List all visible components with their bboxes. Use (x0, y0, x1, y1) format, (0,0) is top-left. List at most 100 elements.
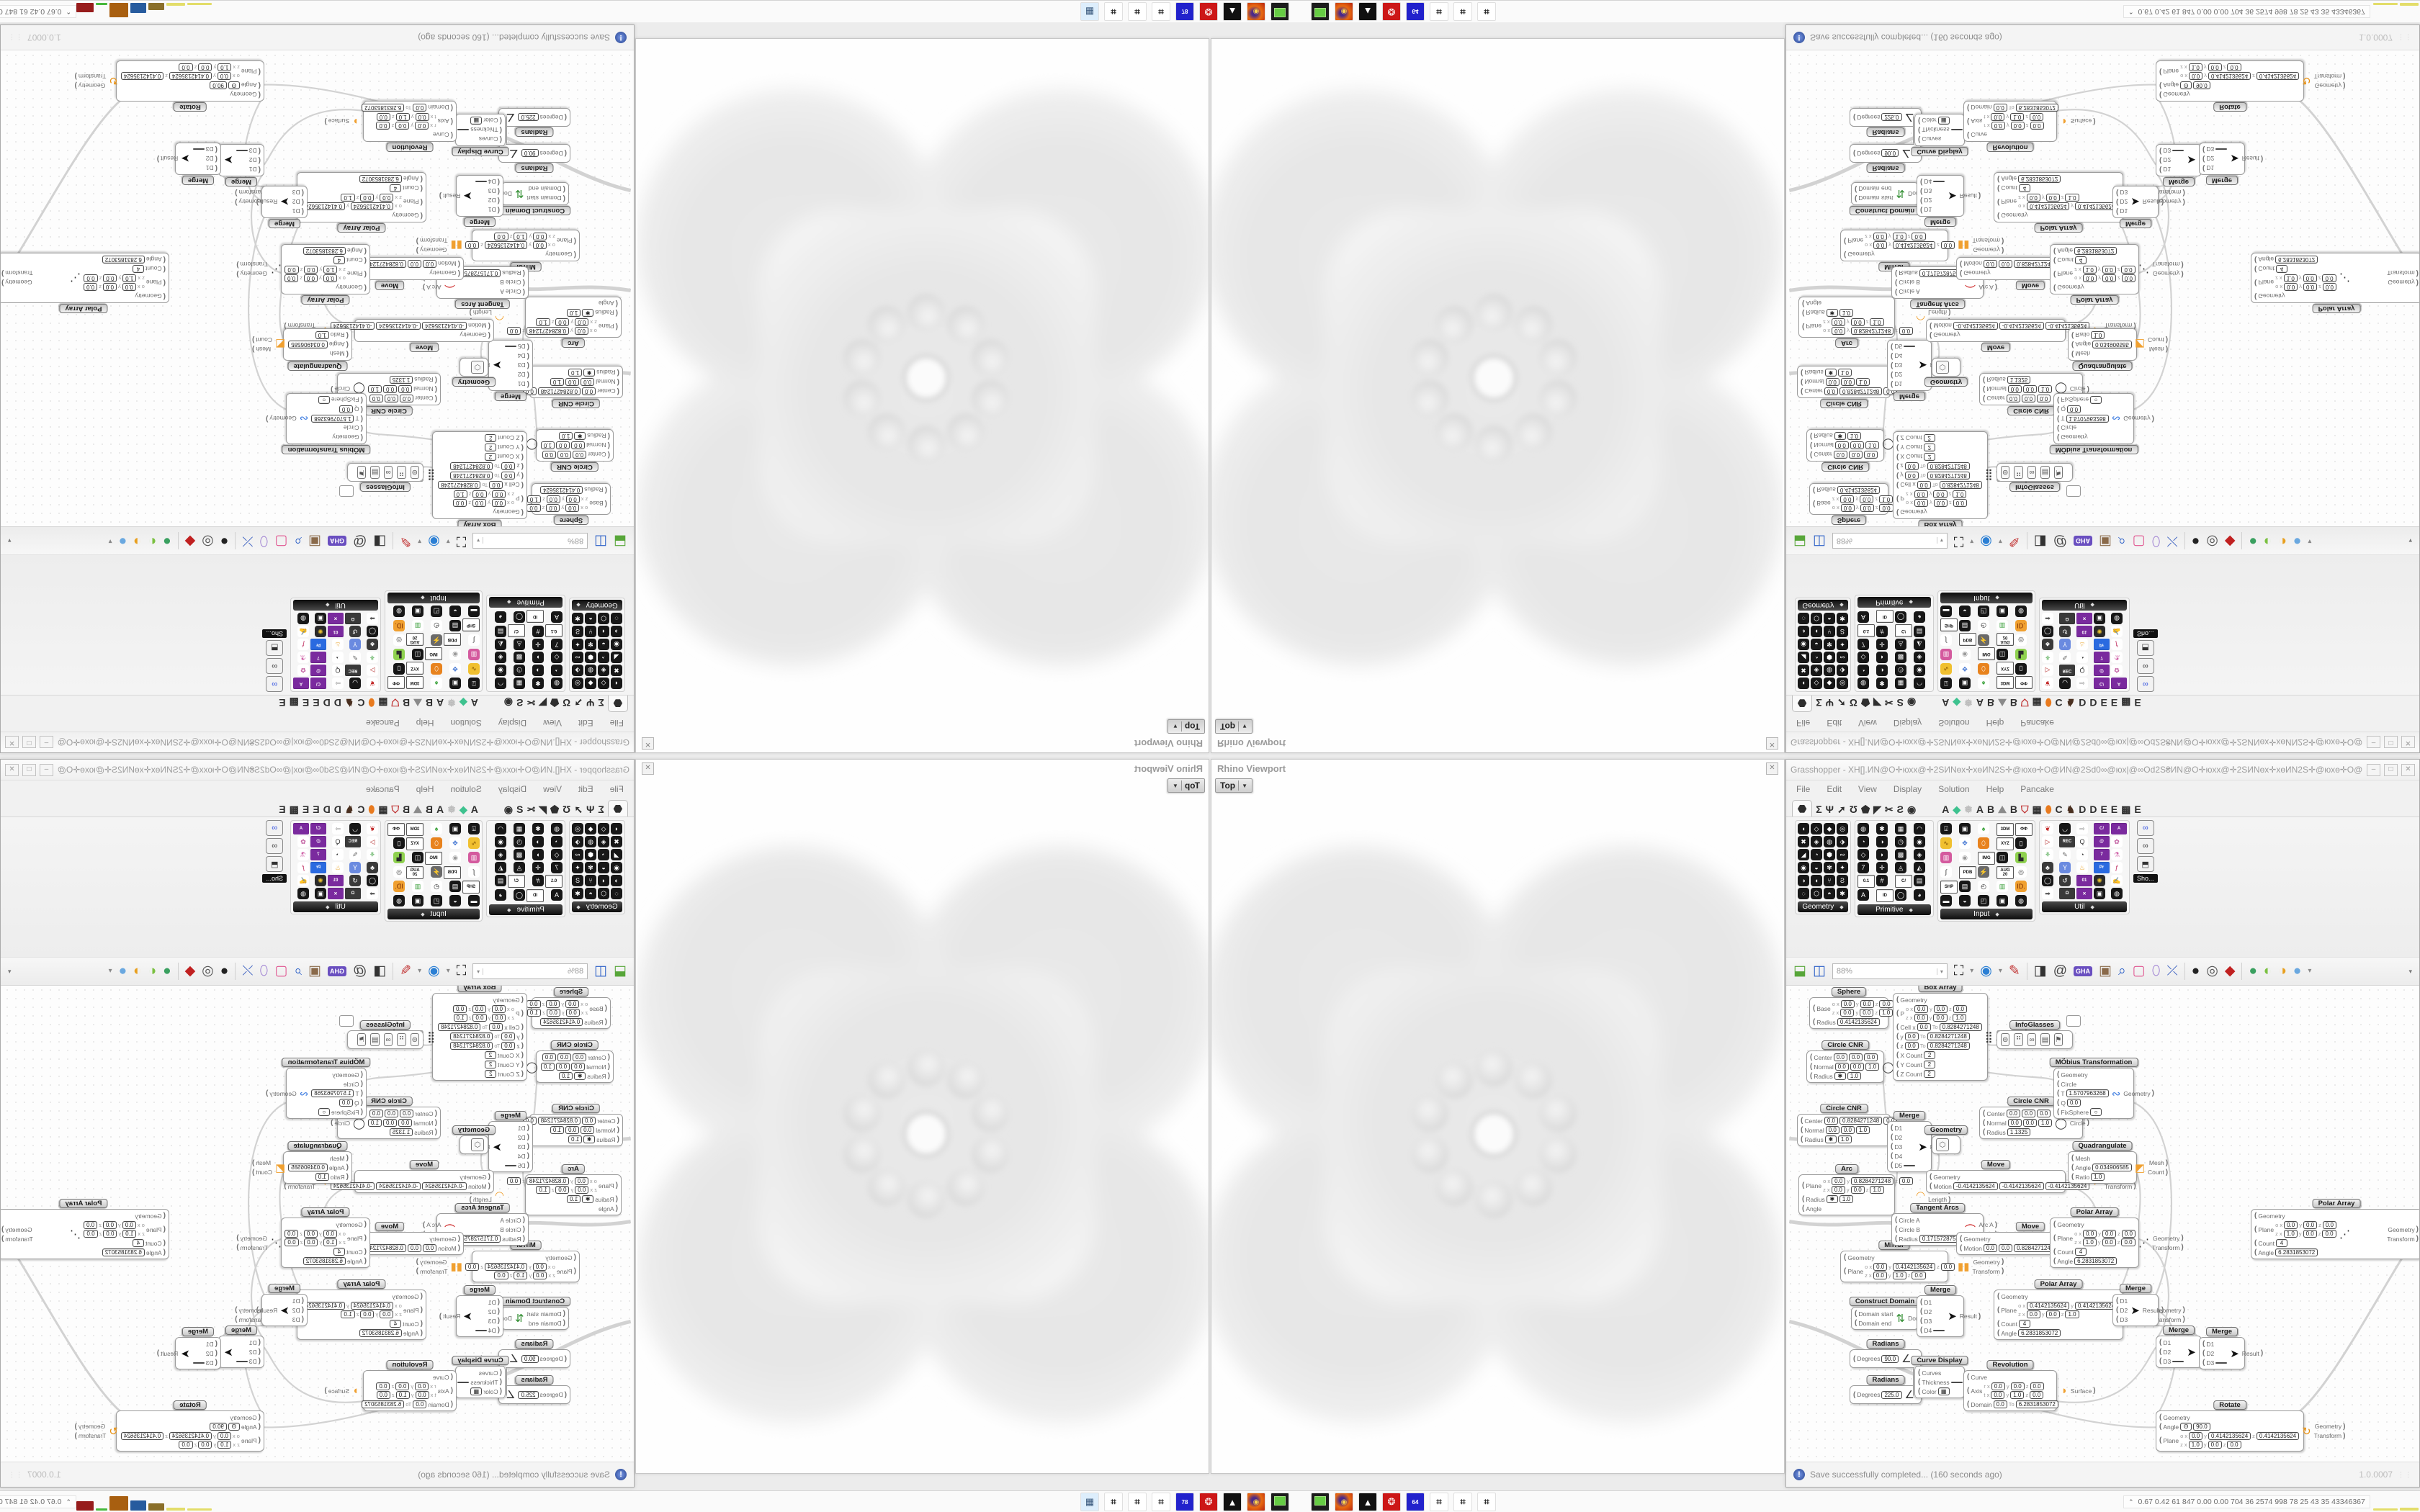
palette-icon[interactable]: ❦ (2042, 823, 2053, 834)
gh-node-rotate[interactable]: Rotate(Geometry(Angle Θ 90.0(Plane o x 0.0 y 0… (2156, 1400, 2345, 1452)
output-port-geometry[interactable]: Geometry) (2388, 279, 2419, 287)
input-port-geometry[interactable]: (Geometry (2053, 284, 2084, 292)
palette-icon[interactable]: ◎ (1837, 678, 1848, 689)
palette-icon[interactable]: ▦ (514, 823, 525, 834)
value-chip[interactable]: 0.0 (1840, 495, 1855, 503)
value-chip[interactable]: 90.0 (521, 1354, 539, 1363)
node-label[interactable]: Rotate (174, 1400, 207, 1410)
value-chip[interactable]: 0.0 (2208, 63, 2222, 71)
palette-overflow-icon[interactable]: ∞ (266, 820, 284, 836)
gh-node-polar-array[interactable]: Polar Array(Geometry(Plane o x 0.0 y 0.0 z 0.0… (2251, 1199, 2419, 1259)
palette-icon[interactable]: A (2111, 823, 2127, 834)
palette-icon[interactable]: ⬗ (572, 665, 583, 676)
value-chip[interactable]: -0.4142135624 (422, 1182, 467, 1190)
value-chip[interactable]: 0.0 (407, 260, 422, 268)
input-port-d2[interactable]: (D2 (2202, 1349, 2215, 1357)
node-label[interactable]: Circle CNR (551, 1040, 599, 1050)
value-chip[interactable]: 1.0 (1892, 233, 1906, 240)
node-label[interactable]: Box Array (1918, 986, 1963, 992)
palette-icon[interactable]: ✖ (611, 836, 622, 847)
input-port-d4[interactable]: (D4 (475, 1326, 500, 1334)
gh-node-curve-display[interactable]: Curve Display(Curves(Thickness(Color▦∿ (446, 1356, 509, 1398)
gh-node-move[interactable]: Move(Geometry(Motion -0.4142135624 -0.4142… (1926, 1160, 2136, 1193)
value-chip[interactable]: 4 (2075, 1248, 2087, 1256)
value-chip[interactable]: 0.0 (1860, 1000, 1874, 1008)
input-port-circle[interactable]: (Circle (343, 1080, 363, 1088)
value-chip[interactable]: 0.0 (1983, 260, 1997, 268)
component-tab[interactable]: ⛉ (2020, 804, 2029, 815)
gh-node-rotate[interactable]: Rotate(Geometry(Angle Θ 90.0(Plane o x 0.0 y 0… (2156, 60, 2345, 112)
output-port-mesh[interactable]: Mesh) (251, 1158, 272, 1167)
palette-icon[interactable]: ◓ (1824, 888, 1835, 899)
node-widget-icon[interactable]: ∞ (383, 466, 393, 479)
value-chip[interactable]: 1.1325 (389, 1128, 413, 1136)
value-chip[interactable]: 0.0 (84, 283, 98, 291)
input-port-z[interactable]: (z 0.0 To 0.8284271248 (1896, 1042, 1982, 1050)
value-chip[interactable]: 0.4142135624 (484, 1263, 528, 1271)
node-label[interactable]: Merge (495, 1111, 526, 1120)
input-port-plane[interactable]: (Plane o x 0.0 y 0.0 z 0.0 z x 1.0 y 0.0 z 0.0 (2053, 266, 2136, 282)
palette-icon[interactable]: AUG 20 (1996, 866, 2014, 879)
palette-icon[interactable]: ◎ (572, 678, 583, 689)
node-label[interactable]: Polar Array (337, 1279, 386, 1289)
palette-titlebar[interactable]: Geometry ◆ (572, 901, 622, 912)
palette-icon[interactable]: A (1857, 611, 1869, 623)
node-label[interactable]: Move (409, 1160, 439, 1169)
input-port-d2[interactable]: (D2 (488, 1308, 500, 1315)
node-label[interactable]: Rotate (2213, 1400, 2246, 1410)
palette-icon[interactable]: ◎ (393, 866, 405, 878)
output-port-transform[interactable]: Transform) (1, 269, 33, 277)
output-port-length[interactable]: Length) (1928, 1195, 1951, 1204)
component-tab[interactable]: ▦ (378, 804, 388, 815)
maze-app-icon[interactable]: ⌗ (1477, 1493, 1496, 1511)
value-chip[interactable]: 0.0 (415, 122, 429, 130)
maze-app-icon[interactable]: ⌗ (1128, 1493, 1147, 1511)
palette-icon[interactable]: 7 (2094, 652, 2110, 663)
component-tab[interactable]: ⬣ (607, 696, 628, 712)
value-chip[interactable]: 1.0 (1879, 1009, 1894, 1017)
value-chip[interactable]: 0.0 (415, 113, 429, 121)
node-label[interactable]: Revolution (1986, 143, 2034, 152)
component-tab[interactable]: Ʊ (563, 804, 571, 815)
palette-icon[interactable]: Pr (310, 639, 326, 650)
sketch-pen-icon[interactable]: ✎ (2008, 963, 2020, 978)
palette-icon[interactable]: ⇨ (2076, 678, 2088, 689)
wolf-app-icon[interactable]: ▲ (1223, 1493, 1242, 1511)
value-chip[interactable] (192, 1362, 205, 1364)
value-chip[interactable]: 0.0 (465, 1263, 480, 1271)
menu-item-pancake[interactable]: Pancake (366, 784, 400, 794)
input-port-fixsphere[interactable]: (FixSphere ○ (311, 396, 363, 404)
value-chip[interactable]: 0.0 (556, 441, 570, 449)
value-chip[interactable]: 1.0 (122, 274, 137, 282)
output-port-geometry[interactable]: Geometry) (416, 1258, 447, 1266)
palette-icon[interactable]: ◌ (611, 888, 622, 899)
node-label[interactable]: Radians (1866, 127, 1905, 137)
palette-icon[interactable]: ◕ (1914, 611, 1925, 623)
component-tab[interactable]: ⛰ (413, 804, 422, 815)
palette-icon[interactable]: ✱ (572, 613, 583, 624)
menu-item-file[interactable]: File (1796, 784, 1811, 794)
node-widget-icon[interactable]: ⬡ (1936, 1138, 1949, 1151)
node-label[interactable]: Quadrangulate (2072, 361, 2133, 371)
value-chip[interactable]: 0.0 (1864, 1053, 1878, 1061)
node-label[interactable]: Polar Array (2070, 1207, 2119, 1217)
gh-node-construct-domain[interactable]: Construct Domain(Domain start(Domain end… (1849, 1297, 1933, 1330)
input-port-angle[interactable]: (Angle Θ 90.0 (2159, 81, 2299, 89)
value-chip[interactable]: 0.0 (494, 233, 508, 240)
node-widget-icon[interactable]: ⠛ (2014, 1033, 2023, 1046)
palette-icon[interactable]: ◡ (2059, 823, 2071, 834)
input-port-d2[interactable]: (D2 (517, 371, 529, 379)
palette-icon[interactable]: ID (1876, 610, 1894, 623)
palette-icon[interactable]: ▤ (495, 875, 506, 886)
value-chip[interactable]: 0.034906585 (2092, 1164, 2132, 1171)
palette-icon[interactable]: ◬ (514, 639, 525, 650)
input-port-curve[interactable]: (Curve (432, 1373, 453, 1381)
input-port-d2[interactable]: (D2 (2116, 1306, 2128, 1314)
palette-icon[interactable]: @ (2094, 836, 2110, 847)
palette-icon[interactable]: ⍗ (1940, 823, 1952, 834)
component-tab[interactable]: ➚ (1837, 697, 1846, 708)
palette-icon[interactable]: ΦΦ (2015, 823, 2033, 836)
value-chip[interactable]: 0.0 (2189, 72, 2203, 80)
node-label[interactable]: Merge (1924, 217, 1956, 227)
value-chip[interactable]: 0.0 (557, 451, 572, 459)
